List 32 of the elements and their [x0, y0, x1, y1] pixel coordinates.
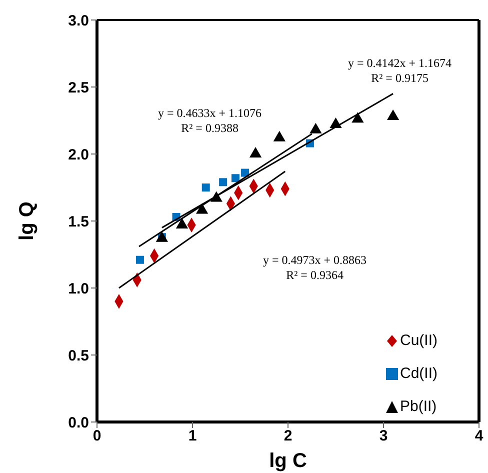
- point: [231, 174, 240, 182]
- point: [241, 168, 250, 177]
- x-tick-label: 2: [284, 428, 292, 445]
- y-axis-title: lg Q: [16, 202, 38, 240]
- point: [386, 109, 400, 120]
- annotation: y = 0.4633x + 1.1076 R² = 0.9388: [158, 106, 262, 136]
- y-tick-label: 0.5: [68, 347, 89, 364]
- annotation: y = 0.4973x + 0.8863 R² = 0.9364: [263, 253, 367, 283]
- point: [176, 218, 188, 229]
- x-tick-label: 1: [188, 428, 197, 445]
- point: [352, 112, 364, 123]
- y-tick-label: 1.5: [68, 213, 89, 230]
- y-tick-label: 2.5: [68, 79, 89, 96]
- y-tick-label: 2.0: [68, 146, 89, 164]
- point: [273, 130, 286, 142]
- point: [310, 122, 322, 134]
- point: [219, 178, 228, 186]
- legend-label: Cu(II): [400, 332, 438, 349]
- y-tick-label: 3.0: [68, 12, 89, 30]
- legend-label: Cd(II): [400, 365, 438, 382]
- x-tick-label: 3: [379, 428, 388, 445]
- point: [136, 256, 144, 264]
- point: [202, 184, 210, 192]
- point: [249, 146, 262, 158]
- annotation: y = 0.4142x + 1.1674 R² = 0.9175: [348, 56, 452, 86]
- y-tick-label: 1.0: [68, 280, 89, 298]
- point: [196, 203, 208, 214]
- x-tick-label: 0: [92, 428, 102, 445]
- x-axis-title: lg C: [269, 450, 307, 472]
- legend-label: Pb(II): [400, 398, 437, 415]
- x-tick-label: 4: [474, 428, 484, 445]
- y-tick-label: 0.0: [68, 414, 89, 432]
